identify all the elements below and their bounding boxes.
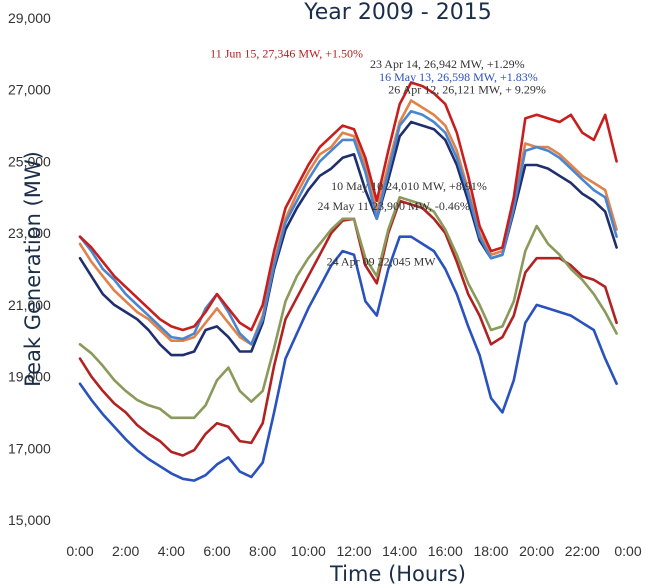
x-tick-label: 22:00 — [565, 543, 600, 559]
x-tick-label: 0:00 — [66, 543, 93, 559]
chart-title: Year 2009 - 2015 — [303, 0, 491, 25]
annotation-label: 10 May 10 24,010 MW, +8.91% — [331, 179, 487, 193]
annotation-label: 23 Apr 14, 26,942 MW, +1.29% — [370, 57, 525, 71]
x-tick-label: 10:00 — [291, 543, 326, 559]
annotation-label: 11 Jun 15, 27,346 MW, +1.50% — [210, 46, 363, 60]
series-line-0 — [78, 235, 618, 482]
annotation-label: 24 Apr 09 22,045 MW — [327, 254, 437, 268]
x-tick-label: 8:00 — [249, 543, 276, 559]
x-tick-label: 14:00 — [382, 543, 417, 559]
y-tick-label: 19,000 — [8, 369, 51, 385]
y-axis-label: Peak Generation (MW) — [21, 151, 45, 387]
x-tick-label: 0:00 — [614, 543, 641, 559]
annotation-label: 16 May 13, 26,598 MW, +1.83% — [379, 70, 538, 84]
y-tick-label: 23,000 — [8, 225, 51, 241]
y-tick-label: 15,000 — [8, 512, 51, 528]
x-axis-label: Time (Hours) — [329, 562, 466, 586]
x-tick-label: 4:00 — [158, 543, 185, 559]
x-tick-label: 12:00 — [336, 543, 371, 559]
x-tick-label: 16:00 — [428, 543, 463, 559]
x-tick-label: 20:00 — [519, 543, 554, 559]
annotation-label: 24 May 11 23,900 MW, -0.46% — [317, 199, 469, 213]
y-tick-label: 27,000 — [8, 82, 51, 98]
annotation-label: 26 Apr 12, 26,121 MW, + 9.29% — [388, 82, 546, 96]
y-tick-label: 29,000 — [8, 10, 51, 26]
x-tick-label: 2:00 — [112, 543, 139, 559]
y-tick-label: 21,000 — [8, 297, 51, 313]
series-line-6 — [78, 81, 618, 332]
series-line-4 — [78, 99, 618, 346]
series-line-2 — [78, 196, 618, 420]
series-line-5 — [78, 109, 618, 346]
series-line-3 — [78, 120, 618, 357]
y-tick-label: 25,000 — [8, 153, 51, 169]
x-tick-label: 18:00 — [473, 543, 508, 559]
y-tick-label: 17,000 — [8, 440, 51, 456]
x-tick-label: 6:00 — [203, 543, 230, 559]
